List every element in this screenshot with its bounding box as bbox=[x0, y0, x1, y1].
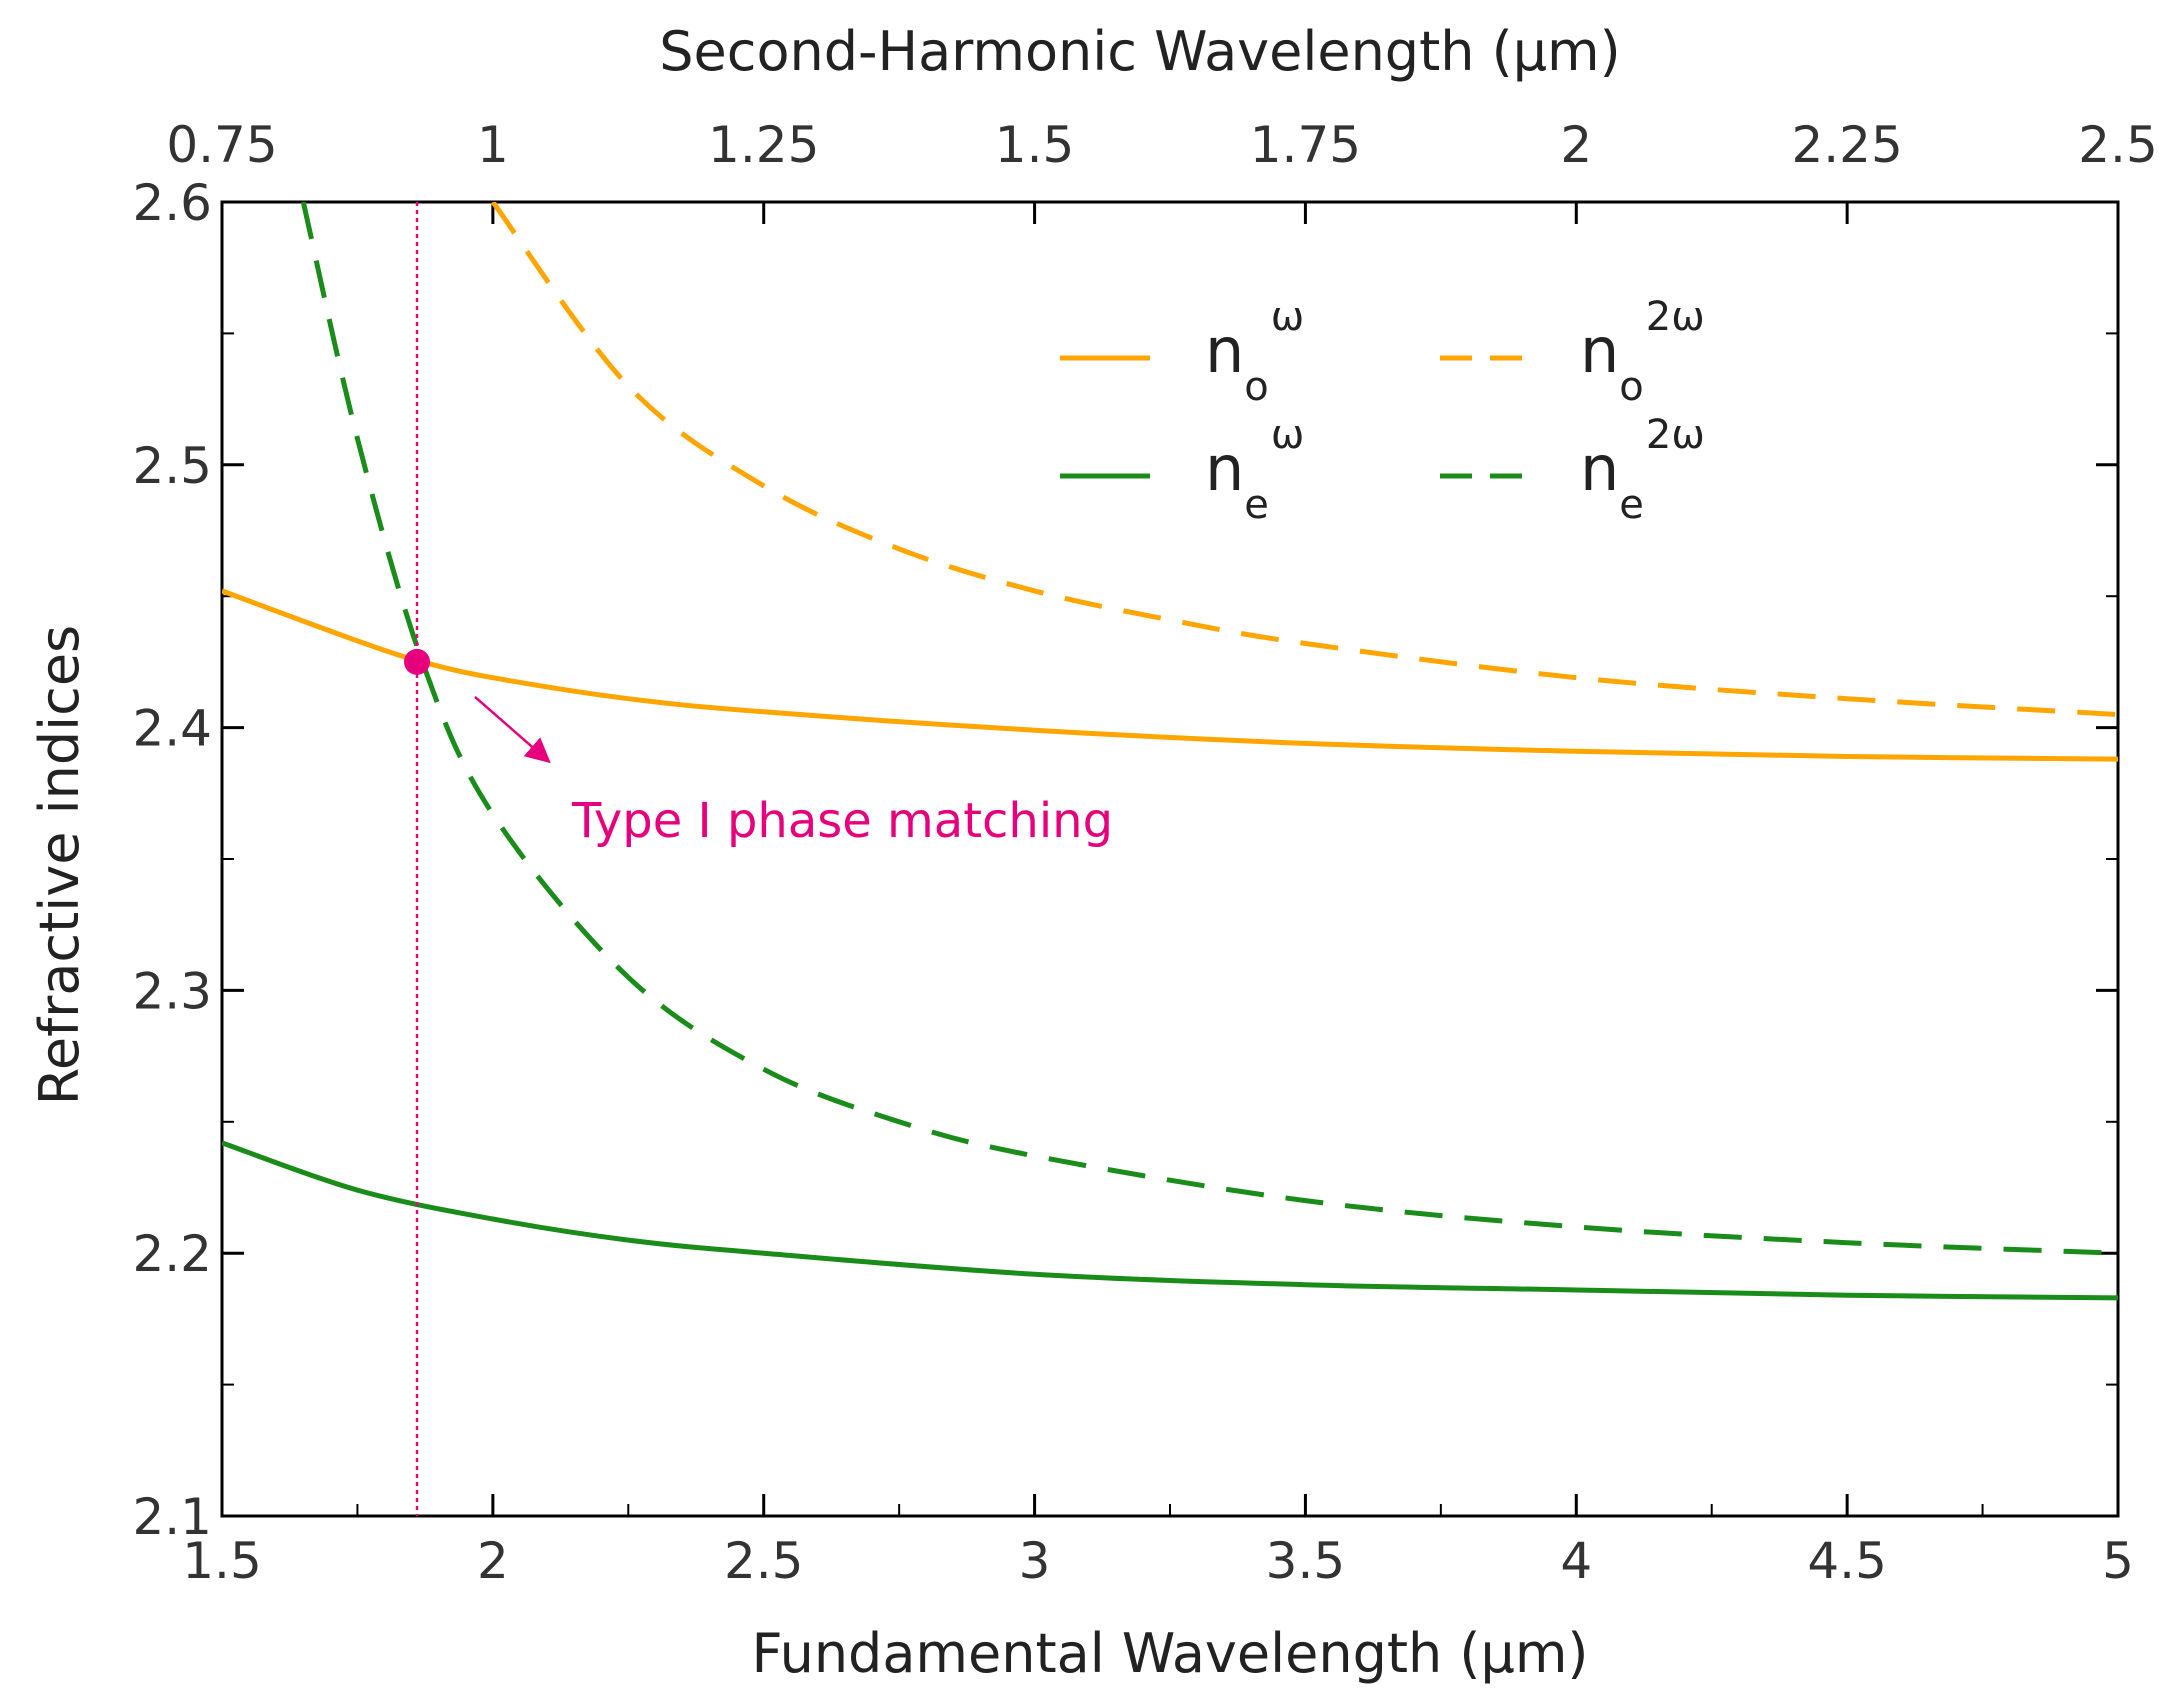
x2-tick-label: 2.25 bbox=[1791, 116, 1902, 174]
x-tick-label: 3.5 bbox=[1266, 1532, 1346, 1590]
legend-label-e-omega: neω bbox=[1205, 412, 1304, 528]
series-line-e-omega bbox=[222, 1140, 2118, 1301]
x2-tick-label: 1.5 bbox=[995, 116, 1075, 174]
x2-tick-label: 2 bbox=[1560, 116, 1592, 174]
x2-tick-label: 2.5 bbox=[2078, 116, 2158, 174]
legend-label-o-2omega: no2ω bbox=[1580, 294, 1705, 410]
x-tick-label: 3 bbox=[1019, 1532, 1051, 1590]
x2-tick-label: 1.75 bbox=[1250, 116, 1361, 174]
series-layer bbox=[222, 202, 2118, 1301]
annotation-layer: Type I phase matching bbox=[404, 202, 1113, 1516]
phase-match-arrow bbox=[474, 695, 551, 764]
x2-tick-label: 1.25 bbox=[708, 116, 819, 174]
legend: noω no2ω neω ne2ω bbox=[1060, 294, 1705, 528]
y-tick-label: 2.6 bbox=[132, 174, 212, 232]
x-axis-title: Fundamental Wavelength (μm) bbox=[752, 1622, 1589, 1685]
x-tick-label: 4.5 bbox=[1807, 1532, 1887, 1590]
y-tick-label: 2.4 bbox=[132, 700, 212, 758]
phase-match-label: Type I phase matching bbox=[571, 793, 1113, 849]
legend-label-e-2omega: ne2ω bbox=[1580, 412, 1705, 528]
x2-axis-title: Second-Harmonic Wavelength (μm) bbox=[659, 20, 1620, 83]
phase-match-point bbox=[404, 648, 431, 675]
y-tick-label: 2.2 bbox=[132, 1225, 212, 1283]
x-tick-label: 2 bbox=[477, 1532, 509, 1590]
series-line-e-2omega bbox=[300, 202, 2118, 1256]
legend-label-o-omega: noω bbox=[1205, 294, 1304, 410]
y-tick-label: 2.3 bbox=[132, 962, 212, 1020]
y-tick-label: 2.1 bbox=[132, 1488, 212, 1546]
series-line-o-2omega bbox=[490, 202, 2118, 717]
x2-tick-label: 0.75 bbox=[166, 116, 277, 174]
x-tick-label: 5 bbox=[2102, 1532, 2134, 1590]
plot-area: 1.5 2 2.5 3 3.5 4 4.5 5 0.75 1 1.25 1.5 1.75 2 2.25 2.5… bbox=[132, 116, 2157, 1590]
x-tick-label: 1.5 bbox=[182, 1532, 262, 1590]
plot-frame bbox=[220, 200, 2120, 1518]
y-tick-label: 2.5 bbox=[132, 437, 212, 495]
x-tick-label: 4 bbox=[1560, 1532, 1592, 1590]
series-line-o-omega bbox=[222, 588, 2118, 762]
x-tick-label: 2.5 bbox=[724, 1532, 804, 1590]
y-axis-title: Refractive indices bbox=[28, 625, 91, 1105]
x2-tick-label: 1 bbox=[477, 116, 509, 174]
